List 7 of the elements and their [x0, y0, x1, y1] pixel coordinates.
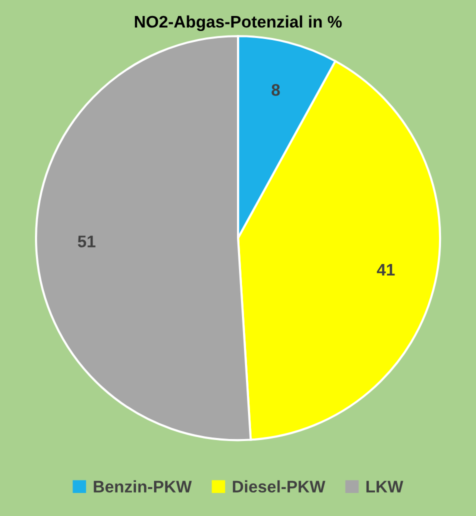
data-label: 51 [78, 236, 96, 248]
data-label: 41 [376, 264, 395, 276]
legend-label: LKW [366, 480, 404, 492]
legend-label: Diesel-PKW [232, 480, 326, 493]
data-label: 8 [272, 84, 280, 96]
legend-label: Benzin-PKW [94, 480, 192, 493]
chart-title: NO2-Abgas-Potenzial in % [134, 15, 342, 32]
